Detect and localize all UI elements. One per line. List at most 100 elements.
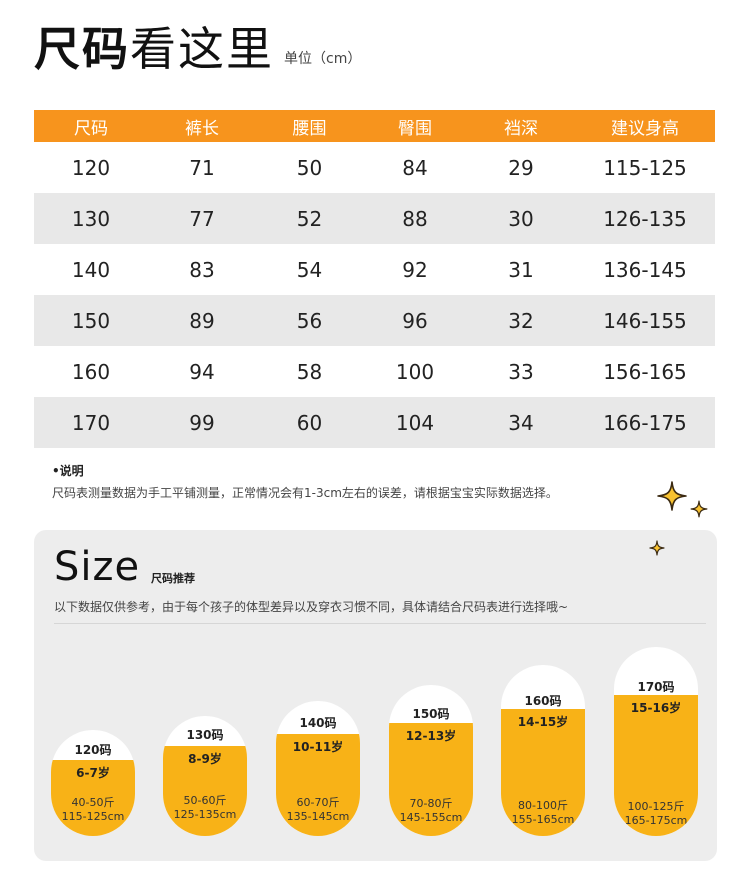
size-description: 以下数据仅供参考，由于每个孩子的体型差异以及穿衣习惯不同，具体请结合尺码表进行选… <box>54 600 569 614</box>
size-card-height: 155-165cm <box>511 813 575 826</box>
title-bold: 尺码 <box>34 22 130 76</box>
size-card-height: 115-125cm <box>61 810 125 823</box>
size-card: 160码 14-15岁 80-100斤 155-165cm <box>501 665 585 836</box>
col-header-length: 裤长 <box>185 118 219 139</box>
size-card-size: 150码 <box>412 707 450 721</box>
size-card-age: 10-11岁 <box>292 740 344 754</box>
cell-size: 160 <box>71 359 111 384</box>
size-card-fill: 15-16岁 100-125斤 165-175cm <box>614 695 698 836</box>
col-header-waist: 腰围 <box>292 118 327 139</box>
size-subtitle: 尺码推荐 <box>151 572 195 585</box>
size-card-weight: 100-125斤 <box>627 800 685 813</box>
note-text: 尺码表测量数据为手工平铺测量，正常情况会有1-3cm左右的误差，请根据宝宝实际数… <box>52 486 558 500</box>
note-heading: •说明 <box>52 464 84 478</box>
size-card-age: 6-7岁 <box>76 766 110 780</box>
size-card-weight: 80-100斤 <box>518 799 568 812</box>
page-header: 尺码看这里 单位（cm） <box>34 26 361 72</box>
cell-size: 120 <box>71 155 111 180</box>
cell-waist: 58 <box>296 359 323 384</box>
col-header-size: 尺码 <box>74 118 108 139</box>
cell-hip: 84 <box>402 155 428 180</box>
size-card-weight: 50-60斤 <box>183 794 227 807</box>
cell-size: 130 <box>71 206 111 231</box>
cell-rise: 32 <box>508 308 534 333</box>
sparkle-star-icon <box>690 500 708 518</box>
unit-label: 单位（cm） <box>284 51 362 67</box>
cell-size: 150 <box>71 308 111 333</box>
table-header: 尺码 裤长 腰围 臀围 裆深 建议身高 <box>34 110 715 142</box>
size-card-height: 135-145cm <box>286 810 350 823</box>
size-card-height: 145-155cm <box>399 811 463 824</box>
cell-rise: 29 <box>508 155 534 180</box>
size-card-height: 125-135cm <box>173 808 237 821</box>
size-card-age: 15-16岁 <box>630 701 682 715</box>
cell-length: 94 <box>189 359 215 384</box>
sparkle-star-icon <box>649 540 665 556</box>
size-card-fill: 14-15岁 80-100斤 155-165cm <box>501 709 585 836</box>
cell-length: 83 <box>189 257 215 282</box>
cell-waist: 54 <box>296 257 323 282</box>
size-card-weight: 70-80斤 <box>409 797 453 810</box>
cell-height: 115-125 <box>603 155 687 180</box>
cell-height: 126-135 <box>603 206 687 231</box>
cell-size: 140 <box>71 257 111 282</box>
cell-waist: 60 <box>296 410 323 435</box>
col-header-hip: 臀围 <box>398 118 432 139</box>
size-card: 150码 12-13岁 70-80斤 145-155cm <box>389 685 473 836</box>
cell-waist: 56 <box>296 308 323 333</box>
table-row: 150 89 56 96 32 146-155 <box>34 295 715 346</box>
page-title: 尺码看这里 <box>34 26 274 72</box>
size-card-size: 160码 <box>524 694 562 708</box>
cell-rise: 34 <box>508 410 534 435</box>
size-recommendation-panel: Size 尺码推荐 以下数据仅供参考，由于每个孩子的体型差异以及穿衣习惯不同，具… <box>34 530 717 861</box>
cell-hip: 100 <box>395 359 435 384</box>
size-card-age: 8-9岁 <box>188 752 222 766</box>
size-card: 120码 6-7岁 40-50斤 115-125cm <box>51 730 135 836</box>
cell-size: 170 <box>71 410 111 435</box>
size-card-weight: 60-70斤 <box>296 796 340 809</box>
size-card-height: 165-175cm <box>624 814 688 827</box>
size-card-fill: 8-9岁 50-60斤 125-135cm <box>163 746 247 836</box>
cell-length: 89 <box>189 308 215 333</box>
sparkle-star-icon <box>657 481 687 511</box>
table-row: 120 71 50 84 29 115-125 <box>34 142 715 193</box>
size-card: 130码 8-9岁 50-60斤 125-135cm <box>163 716 247 836</box>
cell-height: 156-165 <box>603 359 687 384</box>
size-card-age: 12-13岁 <box>405 729 457 743</box>
cell-height: 136-145 <box>603 257 687 282</box>
col-header-height: 建议身高 <box>611 118 679 139</box>
cell-length: 71 <box>189 155 215 180</box>
cell-rise: 33 <box>508 359 534 384</box>
cell-rise: 30 <box>508 206 534 231</box>
cell-length: 77 <box>189 206 215 231</box>
size-card-size: 120码 <box>74 743 112 757</box>
size-card-fill: 12-13岁 70-80斤 145-155cm <box>389 723 473 836</box>
cell-hip: 88 <box>402 206 428 231</box>
size-card-weight: 40-50斤 <box>71 796 115 809</box>
cell-height: 146-155 <box>603 308 687 333</box>
table-row: 140 83 54 92 31 136-145 <box>34 244 715 295</box>
size-card-size: 130码 <box>186 728 224 742</box>
col-header-rise: 裆深 <box>504 118 538 139</box>
cell-hip: 96 <box>402 308 428 333</box>
size-card-size: 140码 <box>299 716 337 730</box>
cell-waist: 50 <box>296 155 323 180</box>
size-card-size: 170码 <box>637 680 675 694</box>
title-rest: 看这里 <box>130 22 274 76</box>
table-row: 160 94 58 100 33 156-165 <box>34 346 715 397</box>
cell-rise: 31 <box>508 257 534 282</box>
cell-length: 99 <box>189 410 215 435</box>
cell-height: 166-175 <box>603 410 687 435</box>
size-card: 170码 15-16岁 100-125斤 165-175cm <box>614 647 698 836</box>
table-row: 130 77 52 88 30 126-135 <box>34 193 715 244</box>
cell-hip: 92 <box>402 257 428 282</box>
size-card-age: 14-15岁 <box>517 715 569 729</box>
cell-waist: 52 <box>296 206 323 231</box>
size-card-fill: 10-11岁 60-70斤 135-145cm <box>276 734 360 836</box>
size-card-fill: 6-7岁 40-50斤 115-125cm <box>51 760 135 836</box>
size-table: 尺码 裤长 腰围 臀围 裆深 建议身高 120 71 50 84 29 115-… <box>34 110 715 448</box>
divider <box>54 623 706 624</box>
size-card: 140码 10-11岁 60-70斤 135-145cm <box>276 701 360 836</box>
size-title: Size <box>54 544 141 590</box>
cell-hip: 104 <box>395 410 435 435</box>
